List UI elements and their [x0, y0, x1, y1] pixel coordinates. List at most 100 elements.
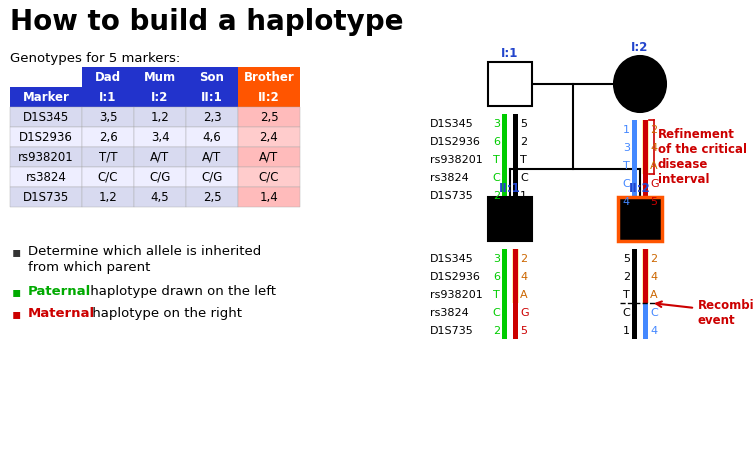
Bar	[643, 321, 648, 339]
Bar	[134, 168, 186, 188]
Bar	[618, 198, 662, 241]
Bar	[10, 147, 82, 168]
Text: G: G	[520, 307, 529, 318]
Text: ▪: ▪	[12, 306, 21, 320]
Text: C: C	[622, 307, 630, 318]
Bar	[513, 249, 518, 267]
Text: II:1: II:1	[201, 91, 223, 104]
Text: 6: 6	[493, 137, 500, 147]
Text: Genotypes for 5 markers:: Genotypes for 5 markers:	[10, 52, 180, 65]
Text: Recombination
event: Recombination event	[698, 299, 753, 326]
Text: D1S345: D1S345	[430, 119, 474, 129]
Text: 4: 4	[520, 272, 527, 281]
Bar	[643, 139, 648, 156]
Text: 2: 2	[493, 191, 500, 201]
Text: 5: 5	[520, 119, 527, 129]
Text: rs3824: rs3824	[430, 173, 469, 183]
Bar	[238, 128, 300, 147]
Text: D1S345: D1S345	[23, 111, 69, 124]
Text: 2: 2	[623, 272, 630, 281]
Text: rs3824: rs3824	[430, 307, 469, 318]
Bar	[643, 121, 648, 139]
Text: 3,4: 3,4	[151, 131, 169, 144]
Bar	[82, 108, 134, 128]
Text: C/G: C/G	[149, 170, 171, 184]
Text: II:2: II:2	[629, 182, 651, 194]
Text: I:1: I:1	[501, 47, 519, 60]
Bar	[82, 147, 134, 168]
Text: II:1: II:1	[499, 182, 521, 194]
Text: Mum: Mum	[144, 71, 176, 84]
Bar	[82, 68, 134, 88]
Text: I:1: I:1	[99, 91, 117, 104]
Text: Dad: Dad	[95, 71, 121, 84]
Bar	[642, 121, 649, 175]
Text: 2,5: 2,5	[203, 191, 221, 203]
Text: 4,5: 4,5	[151, 191, 169, 203]
Text: Brother: Brother	[244, 71, 294, 84]
Text: T: T	[623, 161, 630, 170]
Bar	[643, 193, 648, 211]
Text: Marker: Marker	[23, 91, 69, 104]
Text: T: T	[520, 155, 527, 165]
Text: 3,5: 3,5	[99, 111, 117, 124]
Bar	[10, 128, 82, 147]
Bar	[513, 115, 518, 205]
Text: T: T	[493, 155, 500, 165]
Text: 2: 2	[493, 325, 500, 335]
Bar	[643, 267, 648, 285]
Bar	[134, 108, 186, 128]
Text: D1S2936: D1S2936	[430, 137, 481, 147]
Text: 2: 2	[650, 125, 657, 135]
Text: D1S735: D1S735	[430, 325, 474, 335]
Text: 2: 2	[520, 137, 527, 147]
Bar	[643, 304, 648, 321]
Bar	[642, 249, 649, 304]
Text: T: T	[623, 290, 630, 299]
Bar	[238, 108, 300, 128]
Text: T: T	[493, 290, 500, 299]
Text: How to build a haplotype: How to build a haplotype	[10, 8, 404, 36]
Text: 3: 3	[493, 253, 500, 263]
Bar	[643, 285, 648, 304]
Bar	[186, 147, 238, 168]
Text: 1: 1	[623, 125, 630, 135]
Bar	[238, 188, 300, 207]
Text: D1S2936: D1S2936	[430, 272, 481, 281]
Text: C/C: C/C	[259, 170, 279, 184]
Text: D1S345: D1S345	[430, 253, 474, 263]
Bar	[513, 321, 518, 339]
Bar	[238, 88, 300, 108]
Bar	[502, 115, 507, 205]
Text: 5: 5	[650, 197, 657, 207]
Bar	[10, 168, 82, 188]
Text: 5: 5	[520, 325, 527, 335]
Text: Paternal: Paternal	[28, 285, 91, 297]
Text: Son: Son	[200, 71, 224, 84]
Text: 1: 1	[623, 325, 630, 335]
Text: 2: 2	[520, 253, 527, 263]
Bar	[10, 88, 82, 108]
Bar	[632, 121, 637, 211]
Text: C/C: C/C	[98, 170, 118, 184]
Text: II:2: II:2	[258, 91, 280, 104]
Bar	[82, 128, 134, 147]
Text: C: C	[520, 173, 528, 183]
Text: 4: 4	[650, 143, 657, 152]
Bar	[186, 88, 238, 108]
Text: rs3824: rs3824	[26, 170, 66, 184]
Text: C: C	[492, 307, 500, 318]
Text: 4: 4	[650, 325, 657, 335]
Bar	[513, 267, 518, 285]
Text: A: A	[650, 290, 657, 299]
Text: 2,5: 2,5	[260, 111, 279, 124]
Text: C: C	[622, 179, 630, 189]
Text: 6: 6	[493, 272, 500, 281]
Text: Refinement
of the critical
disease
interval: Refinement of the critical disease inter…	[658, 128, 747, 186]
Bar	[643, 175, 648, 193]
Bar	[488, 198, 532, 241]
Bar	[632, 249, 637, 339]
Bar	[134, 88, 186, 108]
Bar	[186, 168, 238, 188]
Text: G: G	[650, 179, 659, 189]
